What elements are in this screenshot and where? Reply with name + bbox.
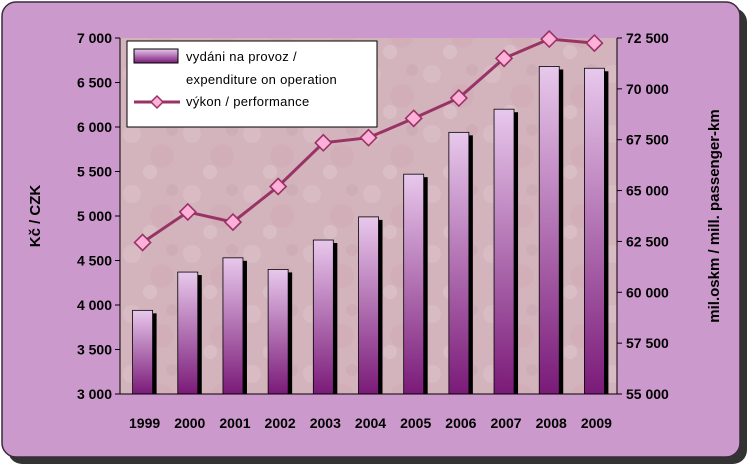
legend-line-marker bbox=[149, 94, 165, 110]
bar bbox=[267, 268, 289, 395]
bar bbox=[358, 216, 379, 395]
performance-point bbox=[359, 128, 378, 147]
right-tick-label: 57 500 bbox=[626, 335, 669, 351]
performance-point bbox=[269, 177, 288, 196]
bar bbox=[493, 108, 515, 395]
performance-point bbox=[540, 29, 559, 49]
bar bbox=[538, 66, 560, 395]
right-tick-label: 67 500 bbox=[626, 132, 669, 148]
right-axis-title: mil.oskm / mill. passenger-km bbox=[706, 109, 723, 322]
left-tick-label: 6 000 bbox=[77, 119, 112, 135]
left-tick-label: 5 000 bbox=[77, 208, 112, 224]
performance-point bbox=[449, 88, 468, 108]
x-tick-label: 2000 bbox=[174, 415, 205, 431]
left-tick-label: 6 500 bbox=[77, 75, 112, 91]
line-layer bbox=[133, 29, 604, 252]
left-tick-label: 3 000 bbox=[77, 386, 112, 402]
bar bbox=[448, 131, 470, 395]
left-tick-label: 5 500 bbox=[77, 164, 112, 180]
x-tick-label: 2009 bbox=[581, 415, 612, 431]
right-tick-label: 55 000 bbox=[626, 386, 669, 402]
legend-bar-swatch bbox=[133, 48, 179, 64]
bar bbox=[312, 239, 334, 395]
bar bbox=[222, 257, 244, 395]
bar bbox=[177, 271, 199, 395]
left-axis-title: Kč / CZK bbox=[27, 185, 44, 248]
left-tick-label: 4 000 bbox=[77, 297, 112, 313]
performance-point bbox=[314, 133, 333, 152]
performance-point bbox=[404, 109, 423, 128]
left-tick-label: 4 500 bbox=[77, 253, 112, 269]
x-axis-ticks: 1999 2000 2001 2002 2003 2004 2005 2006 2007 2008… bbox=[129, 415, 612, 431]
x-tick-label: 1999 bbox=[129, 415, 160, 431]
bar bbox=[584, 67, 605, 395]
legend-bar-label-line2: expenditure on operation bbox=[186, 72, 337, 87]
bars-layer bbox=[132, 66, 609, 395]
performance-point bbox=[133, 233, 152, 252]
performance-point bbox=[223, 212, 243, 232]
left-tick-label: 3 500 bbox=[77, 342, 112, 358]
right-axis-ticks: 55 000 57 500 60 000 62 500 65 000 67 500 70 0… bbox=[617, 30, 669, 402]
x-tick-label: 2008 bbox=[536, 415, 567, 431]
x-tick-label: 2001 bbox=[219, 415, 250, 431]
x-tick-label: 2003 bbox=[310, 415, 341, 431]
x-tick-label: 2006 bbox=[445, 415, 476, 431]
right-tick-label: 72 500 bbox=[626, 30, 669, 46]
x-tick-label: 2004 bbox=[355, 415, 386, 431]
performance-point bbox=[585, 33, 604, 53]
right-tick-label: 70 000 bbox=[626, 81, 669, 97]
x-tick-label: 2002 bbox=[265, 415, 296, 431]
legend: vydáni na provoz / expenditure on operat… bbox=[126, 40, 378, 128]
bar bbox=[403, 173, 425, 395]
left-tick-label: 7 000 bbox=[77, 30, 112, 46]
right-tick-label: 65 000 bbox=[626, 183, 669, 199]
bar bbox=[132, 309, 153, 395]
legend-bar-label-line1: vydáni na provoz / bbox=[186, 49, 297, 64]
performance-point bbox=[178, 202, 197, 222]
x-tick-label: 2005 bbox=[400, 415, 431, 431]
right-tick-label: 60 000 bbox=[626, 284, 669, 300]
legend-line-label: výkon / performance bbox=[186, 94, 309, 109]
right-tick-label: 62 500 bbox=[626, 233, 669, 249]
x-tick-label: 2007 bbox=[490, 415, 521, 431]
left-axis-ticks: 3 000 3 500 4 000 4 500 5 000 5 500 6 000 6 500… bbox=[77, 30, 120, 402]
performance-point bbox=[494, 49, 514, 68]
